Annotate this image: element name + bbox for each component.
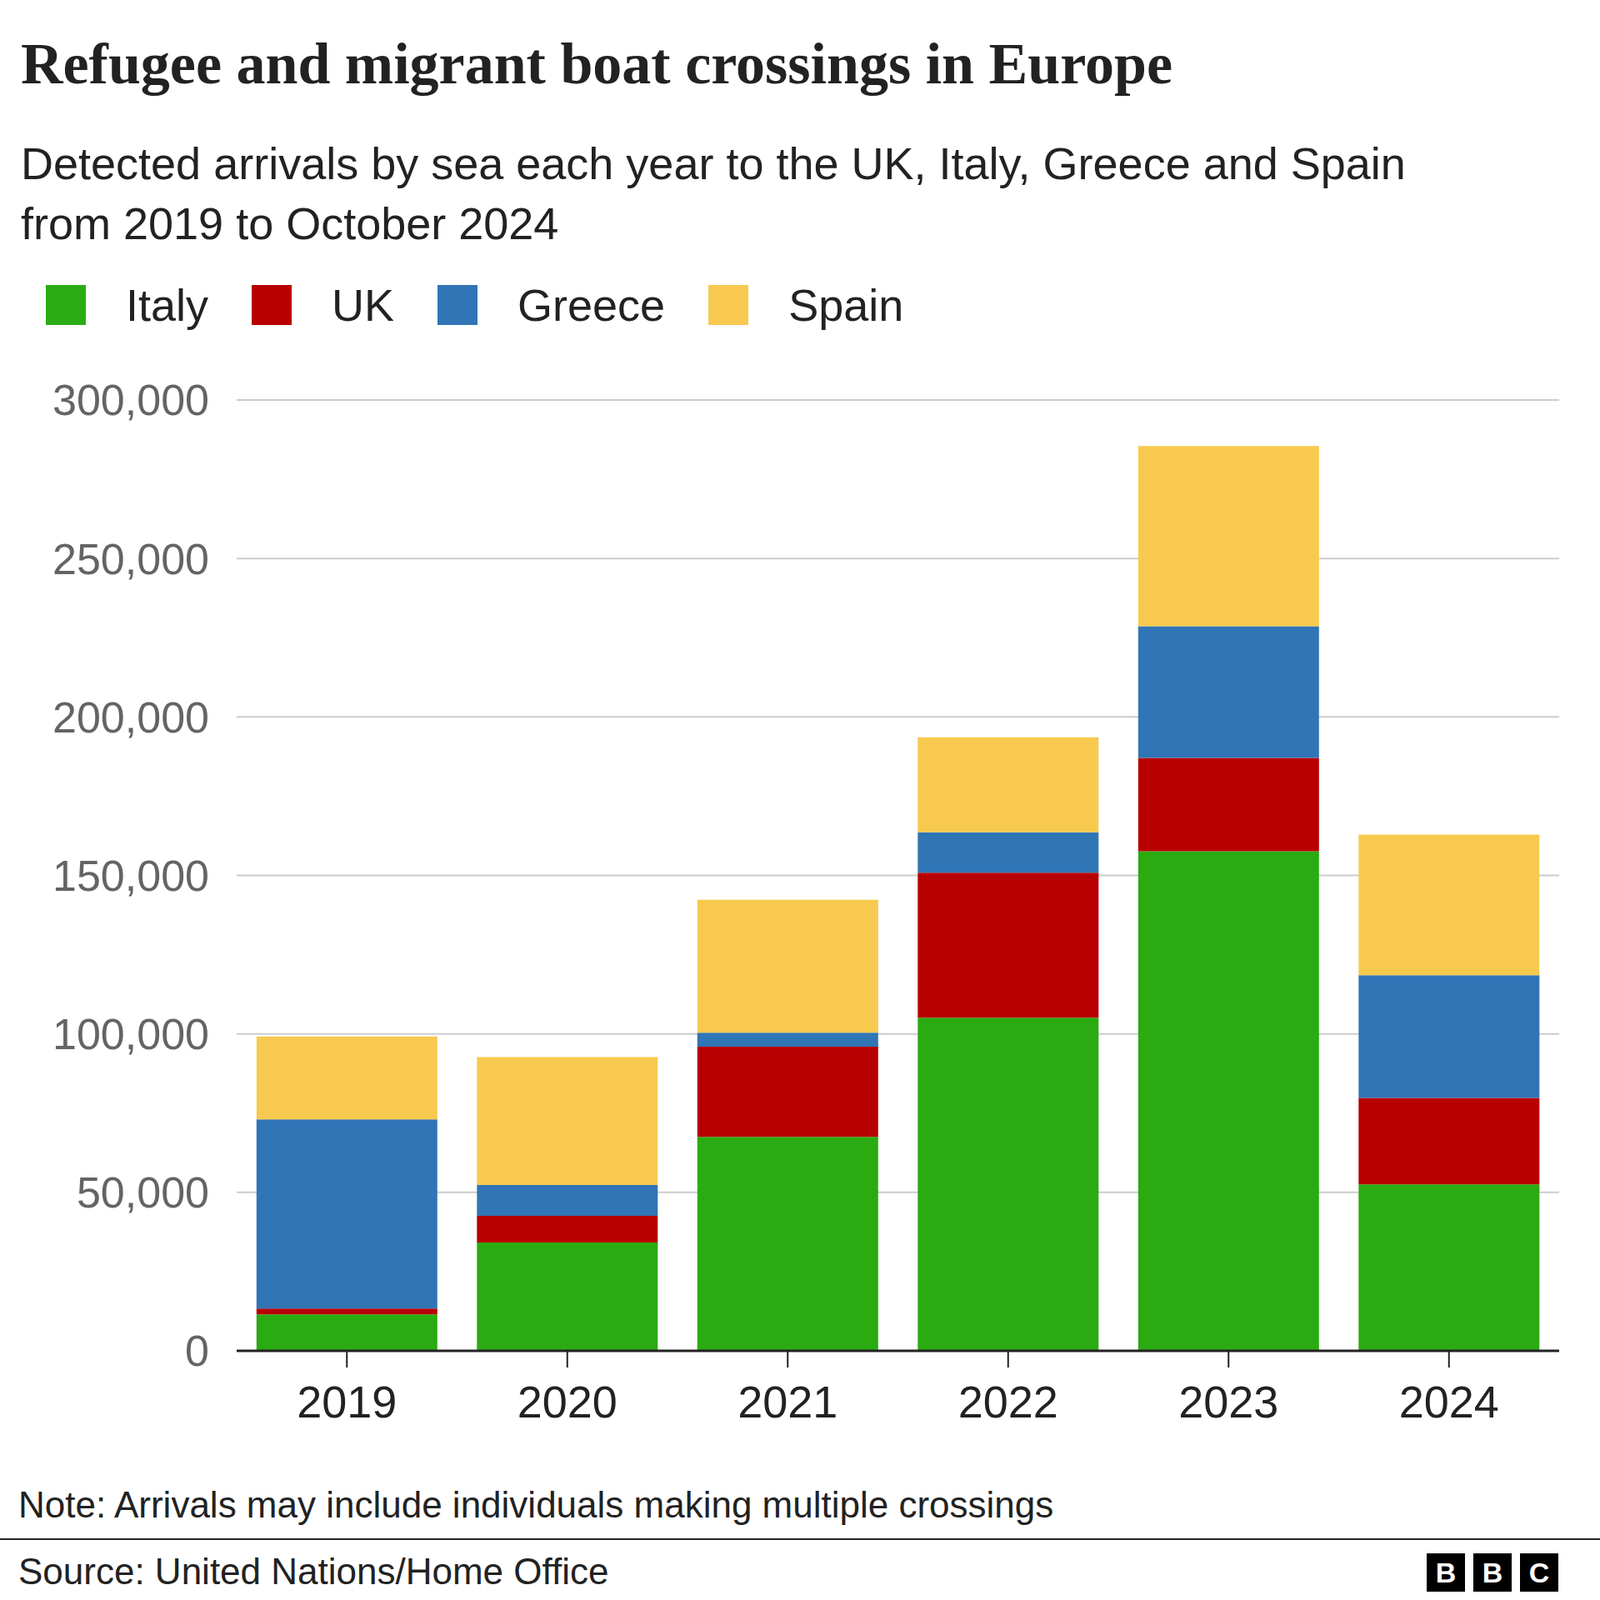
svg-text:0: 0	[185, 1326, 210, 1375]
svg-text:2020: 2020	[517, 1376, 618, 1427]
svg-text:200,000: 200,000	[52, 693, 210, 742]
html-text:B: B	[1482, 1556, 1503, 1588]
svg-text:2021: 2021	[737, 1376, 838, 1427]
html-text:UK: UK	[331, 280, 395, 330]
svg-text:2019: 2019	[296, 1376, 397, 1427]
html-text:Source: United Nations/Home Of: Source: United Nations/Home Office	[18, 1550, 609, 1592]
html-text:Refugee and migrant boat cross: Refugee and migrant boat crossings in Eu…	[20, 31, 1173, 96]
html-text:Greece: Greece	[517, 280, 666, 330]
html-text:Note: Arrivals may include ind: Note: Arrivals may include individuals m…	[18, 1484, 1054, 1525]
svg-text:100,000: 100,000	[52, 1010, 210, 1059]
svg-text:2024: 2024	[1399, 1376, 1500, 1427]
html-text:Italy: Italy	[125, 280, 209, 330]
svg-text:2023: 2023	[1178, 1376, 1279, 1427]
svg-text:50,000: 50,000	[76, 1168, 210, 1217]
svg-text:2022: 2022	[958, 1376, 1059, 1427]
svg-text:300,000: 300,000	[52, 375, 210, 425]
svg-text:150,000: 150,000	[52, 851, 210, 900]
html-text:B: B	[1435, 1556, 1457, 1588]
html-text:Spain: Spain	[788, 280, 904, 330]
html-text:C: C	[1528, 1556, 1550, 1588]
html-text:Detected arrivals by sea each: Detected arrivals by sea each year to th…	[20, 138, 1406, 249]
svg-text:250,000: 250,000	[52, 535, 210, 584]
